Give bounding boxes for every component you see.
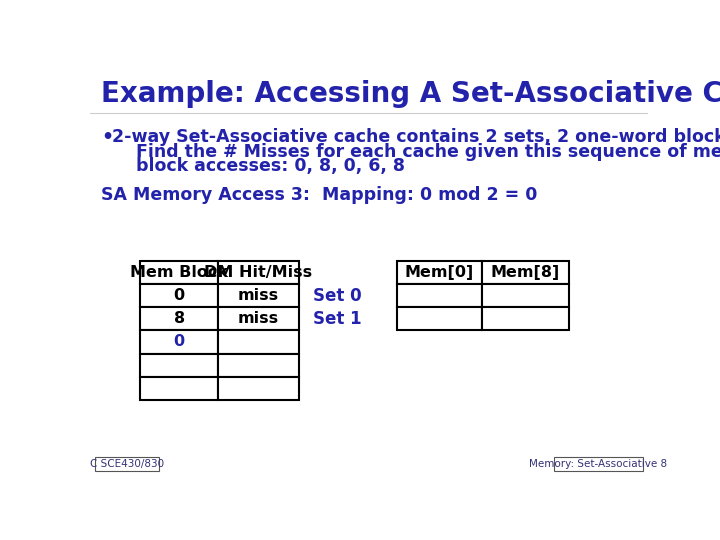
FancyBboxPatch shape [218, 354, 300, 377]
FancyBboxPatch shape [140, 377, 218, 400]
Text: 2-way Set-Associative cache contains 2 sets, 2 one-word blocks each.: 2-way Set-Associative cache contains 2 s… [112, 128, 720, 146]
FancyBboxPatch shape [218, 261, 300, 284]
Text: miss: miss [238, 288, 279, 303]
FancyBboxPatch shape [482, 284, 569, 307]
Text: DM Hit/Miss: DM Hit/Miss [204, 265, 312, 280]
FancyBboxPatch shape [554, 457, 642, 470]
Text: 0: 0 [174, 334, 185, 349]
Text: Memory: Set-Associative 8: Memory: Set-Associative 8 [529, 458, 667, 469]
Text: Mem[0]: Mem[0] [405, 265, 474, 280]
FancyBboxPatch shape [218, 377, 300, 400]
Text: Example: Accessing A Set-Associative Cache: Example: Accessing A Set-Associative Cac… [101, 80, 720, 108]
FancyBboxPatch shape [482, 307, 569, 330]
FancyBboxPatch shape [140, 261, 218, 284]
Text: SA Memory Access 3:  Mapping: 0 mod 2 = 0: SA Memory Access 3: Mapping: 0 mod 2 = 0 [101, 186, 537, 205]
Text: miss: miss [238, 312, 279, 326]
FancyBboxPatch shape [218, 284, 300, 307]
Text: Mem Block: Mem Block [130, 265, 228, 280]
FancyBboxPatch shape [140, 330, 218, 354]
FancyBboxPatch shape [140, 284, 218, 307]
Text: Set 1: Set 1 [313, 310, 362, 328]
Text: 0: 0 [174, 288, 185, 303]
FancyBboxPatch shape [397, 284, 482, 307]
Text: 8: 8 [174, 312, 185, 326]
Text: •: • [101, 128, 113, 147]
FancyBboxPatch shape [96, 457, 159, 470]
Text: block accesses: 0, 8, 0, 6, 8: block accesses: 0, 8, 0, 6, 8 [112, 157, 405, 175]
Text: Set 0: Set 0 [313, 287, 362, 305]
FancyBboxPatch shape [397, 307, 482, 330]
FancyBboxPatch shape [397, 261, 482, 284]
FancyBboxPatch shape [140, 354, 218, 377]
FancyBboxPatch shape [482, 261, 569, 284]
FancyBboxPatch shape [218, 330, 300, 354]
Text: Find the # Misses for each cache given this sequence of memory: Find the # Misses for each cache given t… [112, 143, 720, 160]
Text: Mem[8]: Mem[8] [491, 265, 560, 280]
FancyBboxPatch shape [140, 307, 218, 330]
Text: C SCE430/830: C SCE430/830 [90, 458, 164, 469]
FancyBboxPatch shape [218, 307, 300, 330]
